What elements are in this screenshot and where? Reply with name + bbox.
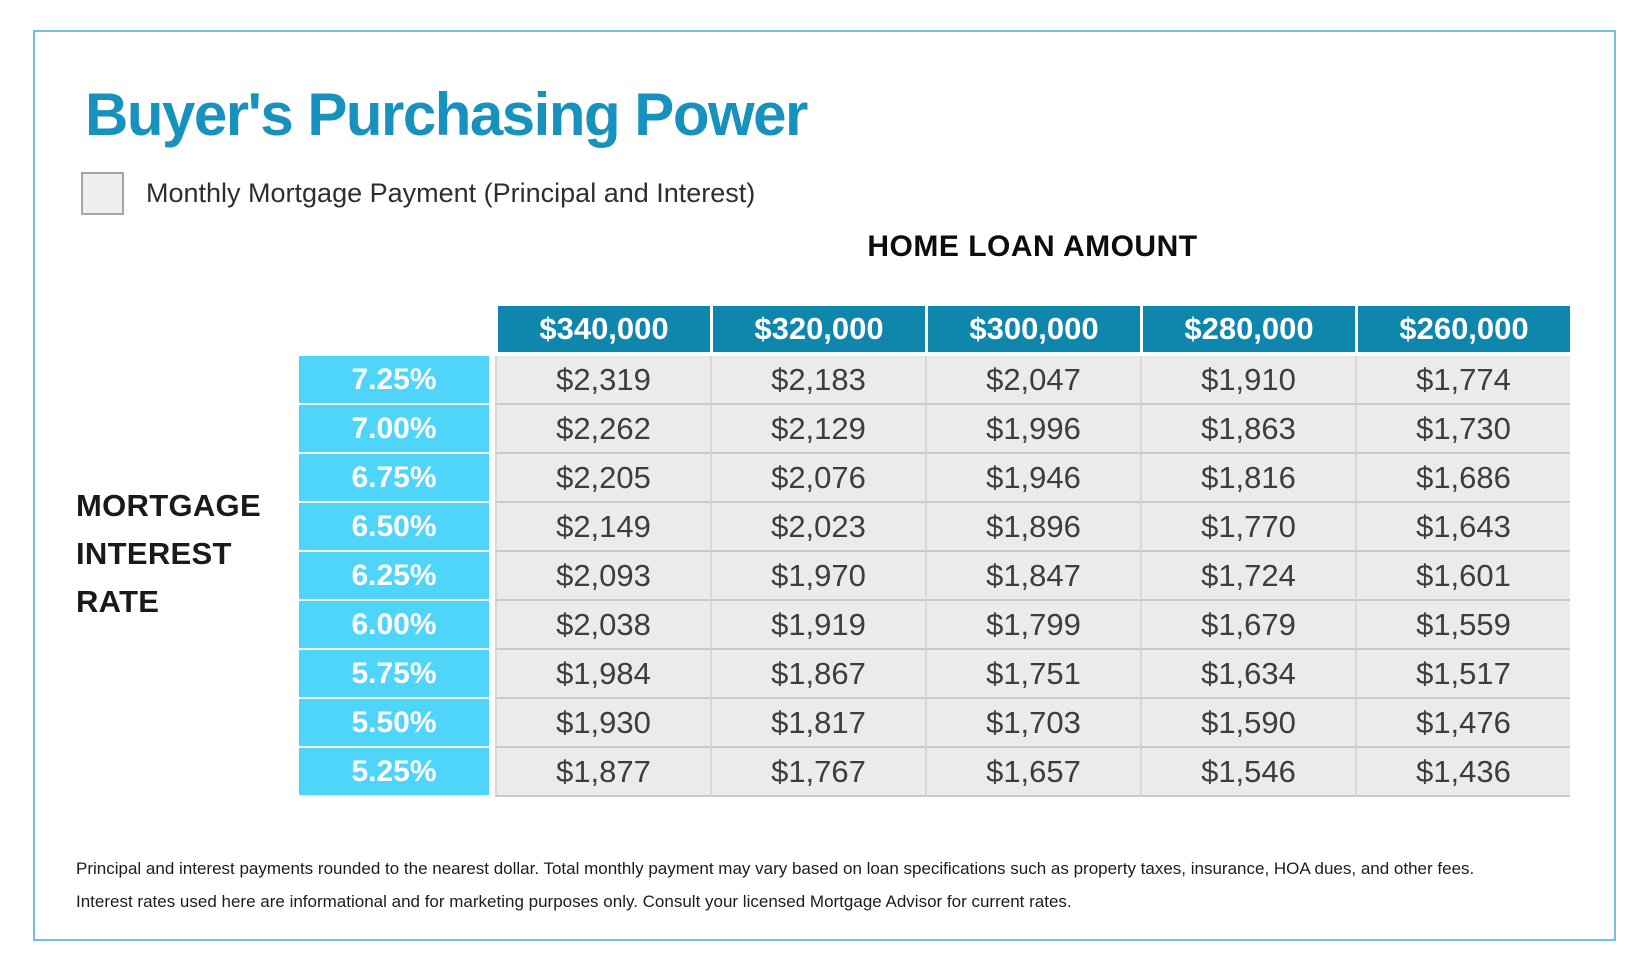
table-row: 5.25% $1,877 $1,767 $1,657 $1,546 $1,436 (299, 748, 1570, 797)
payment-cell: $1,930 (495, 699, 710, 748)
rate-cell: 7.00% (299, 405, 495, 454)
table-row: 6.50% $2,149 $2,023 $1,896 $1,770 $1,643 (299, 503, 1570, 552)
payment-cell: $2,205 (495, 454, 710, 503)
legend: Monthly Mortgage Payment (Principal and … (81, 172, 755, 215)
payment-cell: $2,047 (925, 356, 1140, 405)
payment-cell: $2,262 (495, 405, 710, 454)
flyer-frame: Buyer's Purchasing Power Monthly Mortgag… (33, 30, 1616, 941)
payment-cell: $1,970 (710, 552, 925, 601)
payment-cell: $1,436 (1355, 748, 1570, 797)
table-row: 5.75% $1,984 $1,867 $1,751 $1,634 $1,517 (299, 650, 1570, 699)
payment-cell: $2,023 (710, 503, 925, 552)
rate-cell: 7.25% (299, 356, 495, 405)
payment-cell: $1,476 (1355, 699, 1570, 748)
table-row: 7.25% $2,319 $2,183 $2,047 $1,910 $1,774 (299, 356, 1570, 405)
page-title: Buyer's Purchasing Power (85, 81, 808, 148)
column-header: $260,000 (1355, 306, 1570, 356)
payment-cell: $1,703 (925, 699, 1140, 748)
payment-cell: $1,730 (1355, 405, 1570, 454)
footnote: Principal and interest payments rounded … (76, 852, 1474, 918)
footnote-line: Principal and interest payments rounded … (76, 859, 1475, 878)
payment-cell: $1,517 (1355, 650, 1570, 699)
payment-cell: $1,867 (710, 650, 925, 699)
rate-cell: 5.50% (299, 699, 495, 748)
legend-label: Monthly Mortgage Payment (Principal and … (146, 178, 756, 208)
rate-cell: 5.25% (299, 748, 495, 797)
footnote-line: Interest rates used here are information… (76, 892, 1072, 911)
table-row: 5.50% $1,930 $1,817 $1,703 $1,590 $1,476 (299, 699, 1570, 748)
rate-cell: 5.75% (299, 650, 495, 699)
payment-cell: $1,863 (1140, 405, 1355, 454)
payment-matrix: $340,000 $320,000 $300,000 $280,000 $260… (299, 306, 1570, 797)
payment-cell: $1,946 (925, 454, 1140, 503)
payment-cell: $1,686 (1355, 454, 1570, 503)
table-header-row: $340,000 $320,000 $300,000 $280,000 $260… (299, 306, 1570, 356)
corner-cell (299, 306, 495, 356)
payment-cell: $2,038 (495, 601, 710, 650)
payment-cell: $1,817 (710, 699, 925, 748)
table-row: 6.25% $2,093 $1,970 $1,847 $1,724 $1,601 (299, 552, 1570, 601)
table-row: 6.00% $2,038 $1,919 $1,799 $1,679 $1,559 (299, 601, 1570, 650)
column-header: $340,000 (495, 306, 710, 356)
payment-cell: $1,770 (1140, 503, 1355, 552)
rate-cell: 6.75% (299, 454, 495, 503)
payment-cell: $1,590 (1140, 699, 1355, 748)
payment-cell: $1,816 (1140, 454, 1355, 503)
row-group-label-line: INTEREST (76, 536, 232, 571)
row-group-label-line: RATE (76, 584, 160, 619)
payment-cell: $2,183 (710, 356, 925, 405)
legend-swatch-icon (81, 172, 124, 215)
payment-cell: $1,679 (1140, 601, 1355, 650)
payment-cell: $2,319 (495, 356, 710, 405)
payment-cell: $1,996 (925, 405, 1140, 454)
row-group-label: MORTGAGE INTEREST RATE (76, 482, 261, 626)
payment-cell: $1,984 (495, 650, 710, 699)
column-group-label: HOME LOAN AMOUNT (867, 230, 1198, 263)
payment-cell: $1,767 (710, 748, 925, 797)
column-header: $320,000 (710, 306, 925, 356)
payment-cell: $1,559 (1355, 601, 1570, 650)
payment-cell: $1,657 (925, 748, 1140, 797)
payment-cell: $1,910 (1140, 356, 1355, 405)
payment-cell: $1,546 (1140, 748, 1355, 797)
payment-cell: $2,076 (710, 454, 925, 503)
table-row: 6.75% $2,205 $2,076 $1,946 $1,816 $1,686 (299, 454, 1570, 503)
row-group-label-line: MORTGAGE (76, 488, 261, 523)
payment-cell: $1,799 (925, 601, 1140, 650)
column-header: $280,000 (1140, 306, 1355, 356)
rate-cell: 6.50% (299, 503, 495, 552)
rate-cell: 6.25% (299, 552, 495, 601)
payment-cell: $2,093 (495, 552, 710, 601)
payment-cell: $1,896 (925, 503, 1140, 552)
table-row: 7.00% $2,262 $2,129 $1,996 $1,863 $1,730 (299, 405, 1570, 454)
payment-cell: $1,601 (1355, 552, 1570, 601)
payment-cell: $1,774 (1355, 356, 1570, 405)
payment-cell: $2,149 (495, 503, 710, 552)
column-header: $300,000 (925, 306, 1140, 356)
payment-cell: $1,847 (925, 552, 1140, 601)
payment-cell: $1,634 (1140, 650, 1355, 699)
payment-cell: $1,643 (1355, 503, 1570, 552)
payment-cell: $1,919 (710, 601, 925, 650)
payment-cell: $1,724 (1140, 552, 1355, 601)
rate-cell: 6.00% (299, 601, 495, 650)
payment-cell: $1,751 (925, 650, 1140, 699)
payment-cell: $2,129 (710, 405, 925, 454)
payment-cell: $1,877 (495, 748, 710, 797)
